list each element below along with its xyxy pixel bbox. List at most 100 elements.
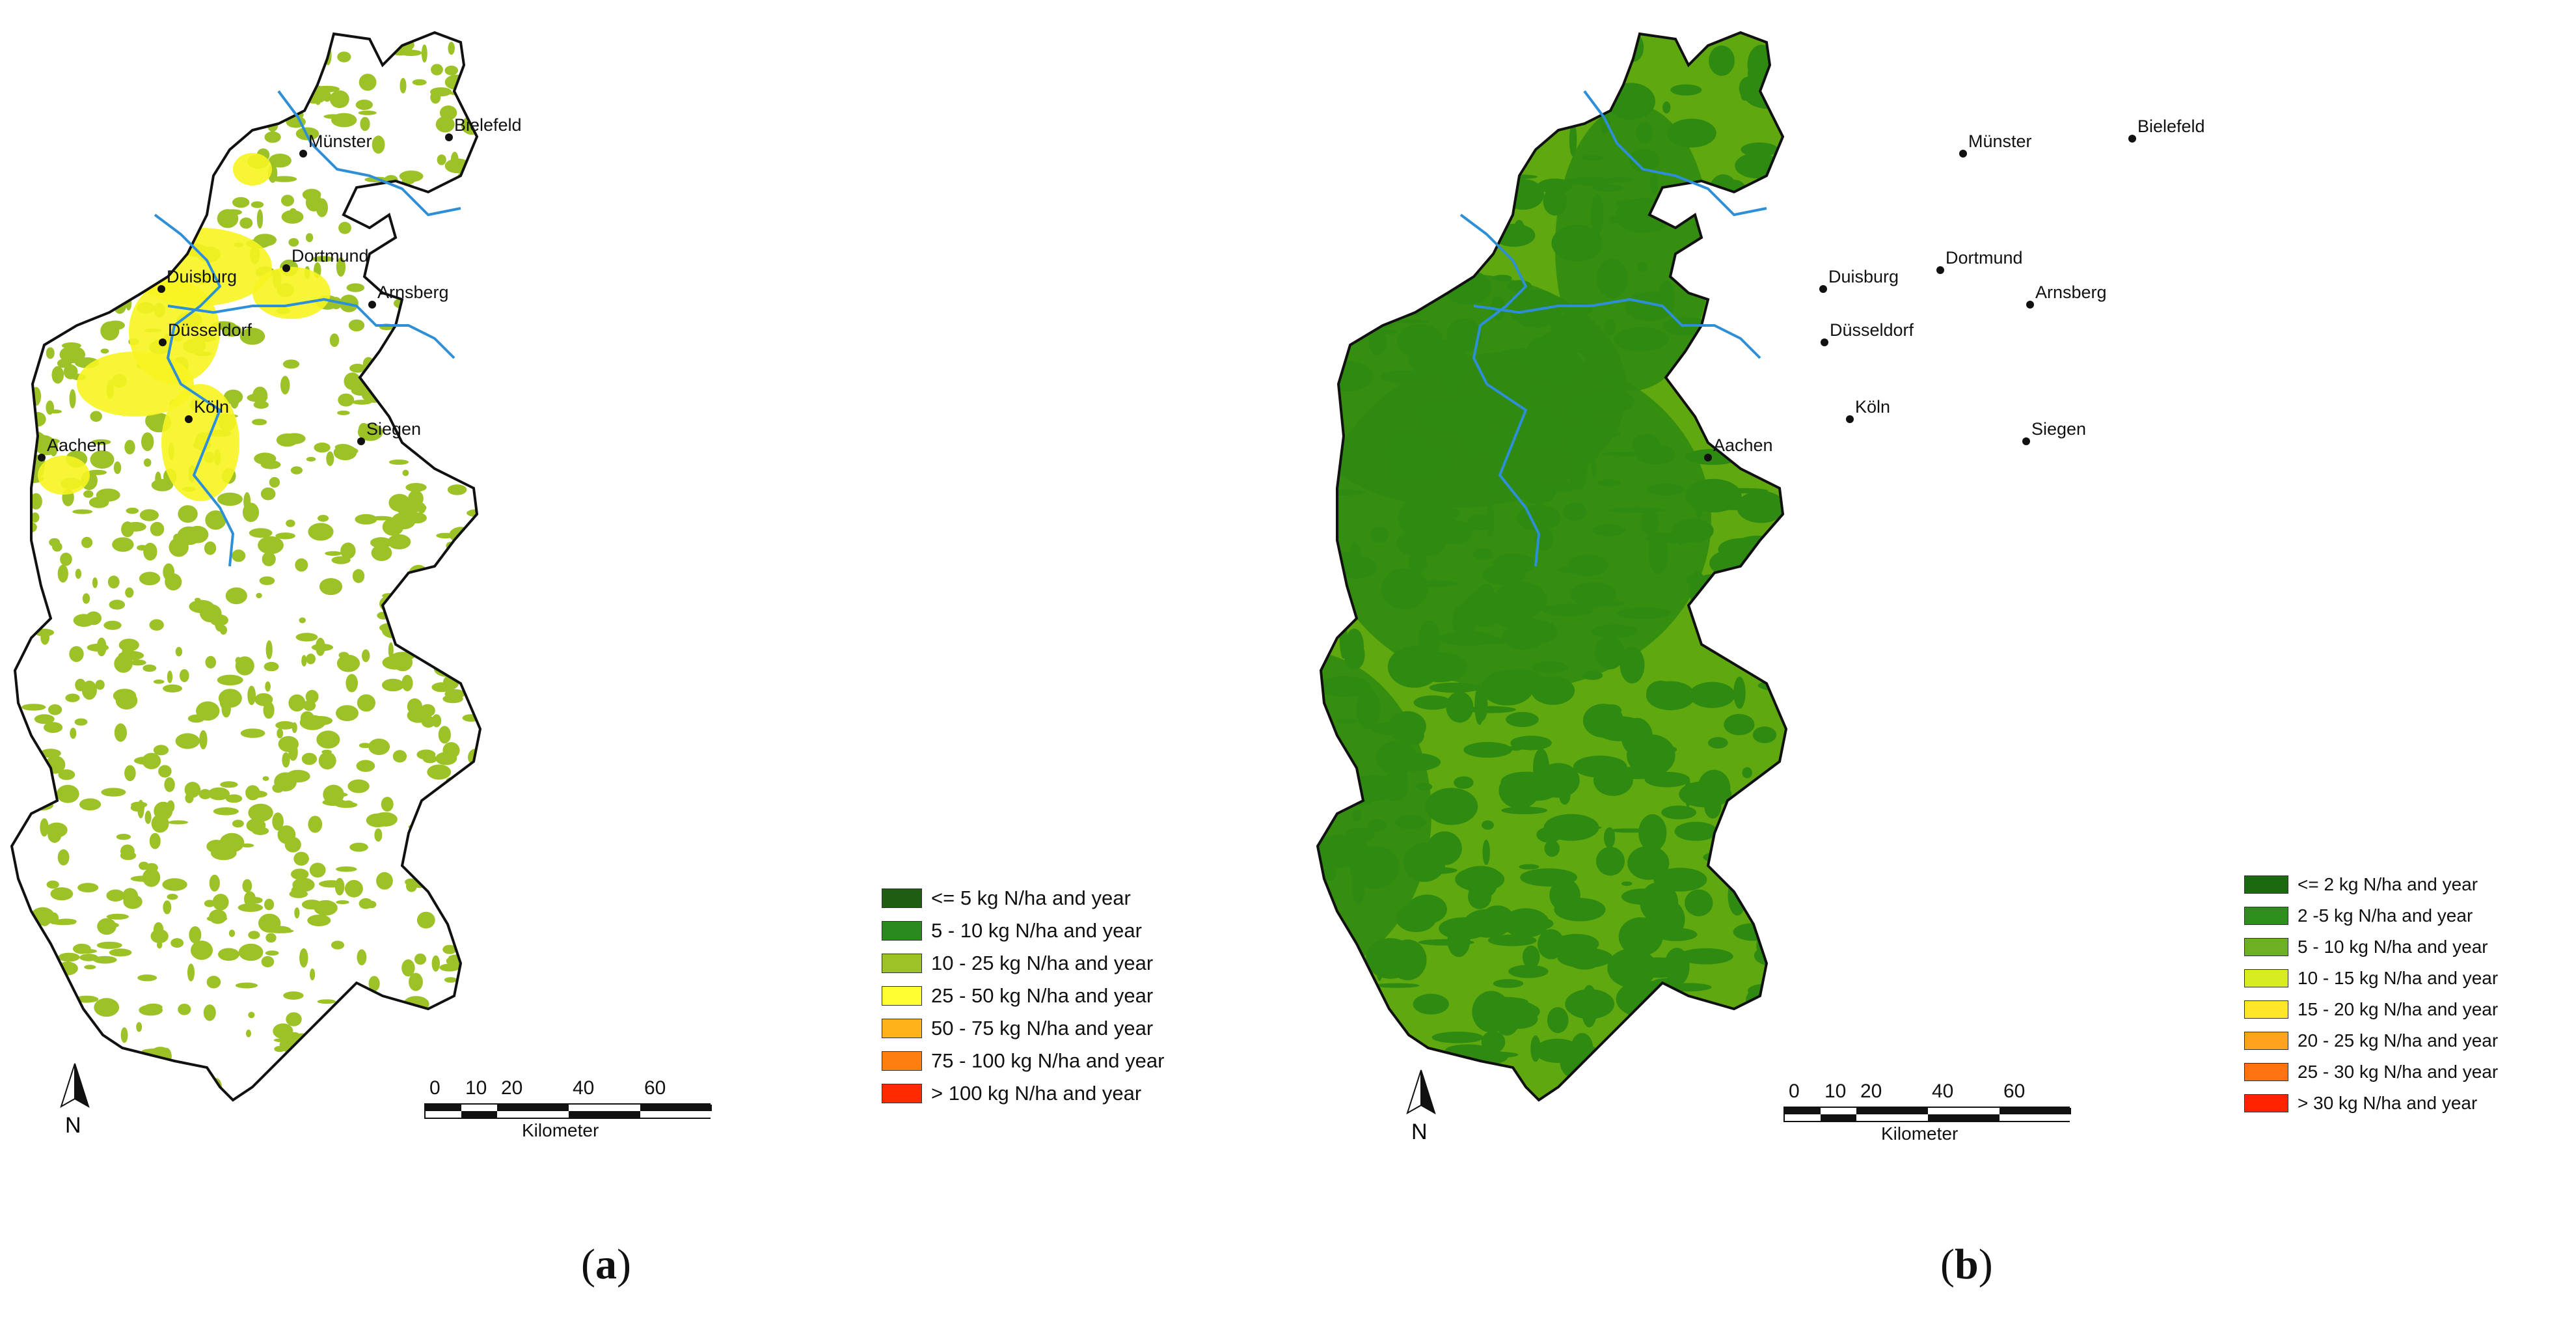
deposition-patch: [113, 113, 131, 133]
deposition-patch: [191, 42, 204, 59]
deposition-patch: [133, 117, 151, 128]
deposition-patch: [357, 949, 367, 965]
deposition-patch: [24, 107, 34, 120]
legend-swatch: [882, 888, 922, 908]
deposition-patch: [1335, 130, 1381, 169]
deposition-patch: [1604, 827, 1616, 848]
deposition-patch: [83, 490, 94, 498]
deposition-patch: [65, 212, 81, 222]
legend-swatch: [2244, 1063, 2288, 1081]
deposition-patch: [1631, 1019, 1686, 1057]
deposition-patch: [171, 65, 183, 72]
deposition-patch: [307, 33, 325, 42]
legend-swatch: [882, 1084, 922, 1103]
deposition-patch: [27, 1039, 38, 1056]
deposition-patch: [302, 189, 321, 201]
deposition-patch: [202, 129, 213, 135]
deposition-patch: [1463, 741, 1512, 758]
river: [154, 213, 234, 567]
deposition-patch: [325, 551, 342, 556]
deposition-patch: [20, 521, 37, 533]
deposition-patch: [1322, 749, 1336, 788]
deposition-patch: [21, 704, 46, 711]
deposition-patch: [122, 888, 139, 904]
deposition-patch: [1556, 85, 1576, 98]
deposition-patch: [421, 865, 438, 875]
deposition-patch: [303, 700, 316, 711]
deposition-patch: [332, 1021, 357, 1028]
deposition-patch: [79, 798, 102, 811]
deposition-patch: [1759, 269, 1786, 301]
deposition-patch: [448, 42, 455, 55]
deposition-patch: [1779, 777, 1786, 791]
deposition-patch: [329, 333, 340, 347]
deposition-patch: [1775, 652, 1781, 670]
deposition-patch: [329, 90, 349, 109]
deposition-patch: [1389, 47, 1418, 68]
deposition-patch: [48, 704, 62, 715]
deposition-patch: [469, 639, 478, 652]
deposition-patch: [51, 323, 64, 334]
deposition-patch: [1517, 779, 1558, 801]
deposition-patch: [109, 948, 132, 957]
deposition-patch: [252, 827, 269, 835]
deposition-patch: [107, 575, 120, 588]
deposition-patch: [1621, 888, 1666, 905]
legend-item: <= 5 kg N/ha and year: [882, 882, 1164, 915]
city-label: Siegen: [366, 419, 421, 439]
deposition-patch: [1389, 120, 1433, 128]
deposition-patch: [446, 956, 466, 967]
deposition-patch: [1326, 1075, 1337, 1100]
deposition-patch: [56, 118, 74, 123]
deposition-patch: [360, 117, 370, 131]
deposition-patch: [135, 172, 161, 190]
deposition-patch: [124, 439, 135, 455]
deposition-patch: [1519, 864, 1539, 870]
deposition-patch: [135, 77, 155, 95]
deposition-patch: [96, 941, 122, 949]
deposition-patch: [1628, 944, 1644, 956]
deposition-patch: [256, 592, 262, 599]
deposition-patch: [331, 113, 357, 128]
legend-swatch: [2244, 1094, 2288, 1112]
deposition-patch: [257, 79, 267, 94]
deposition-patch: [356, 197, 376, 208]
deposition-patch: [249, 528, 273, 538]
deposition-patch: [91, 150, 108, 159]
deposition-patch: [1678, 948, 1733, 965]
deposition-patch: [175, 733, 200, 749]
city-marker: Düsseldorf: [159, 320, 252, 346]
deposition-patch: [1638, 814, 1667, 852]
deposition-patch: [372, 135, 385, 154]
scale-unit-label: Kilometer: [522, 1120, 599, 1140]
deposition-patch: [466, 1043, 480, 1049]
deposition-patch: [1734, 225, 1771, 268]
deposition-patch: [93, 956, 117, 964]
deposition-patch: [295, 633, 318, 642]
panel-caption: (a): [581, 1240, 631, 1289]
deposition-patch: [1760, 650, 1786, 676]
deposition-patch: [278, 59, 295, 76]
deposition-patch: [1737, 305, 1781, 335]
deposition-patch: [1679, 780, 1732, 808]
deposition-patch: [1596, 847, 1625, 876]
scale-tick-label: 40: [573, 1077, 595, 1099]
deposition-patch: [44, 77, 57, 88]
deposition-patch: [200, 40, 217, 52]
deposition-patch: [1763, 888, 1782, 929]
deposition-patch: [346, 674, 358, 693]
legend-item: 75 - 100 kg N/ha and year: [882, 1045, 1164, 1077]
deposition-patch: [264, 661, 279, 672]
deposition-patch: [1708, 737, 1728, 749]
deposition-patch: [238, 943, 264, 961]
deposition-patch: [1773, 581, 1786, 611]
urban-area: [252, 267, 331, 319]
deposition-patch: [349, 363, 366, 373]
deposition-patch: [46, 347, 55, 359]
deposition-patch: [401, 959, 415, 977]
deposition-patch: [311, 644, 334, 652]
deposition-patch: [1572, 825, 1602, 830]
deposition-patch: [286, 1012, 302, 1026]
city-marker: Bielefeld: [445, 115, 522, 141]
caption-close: ): [1978, 1241, 1993, 1288]
